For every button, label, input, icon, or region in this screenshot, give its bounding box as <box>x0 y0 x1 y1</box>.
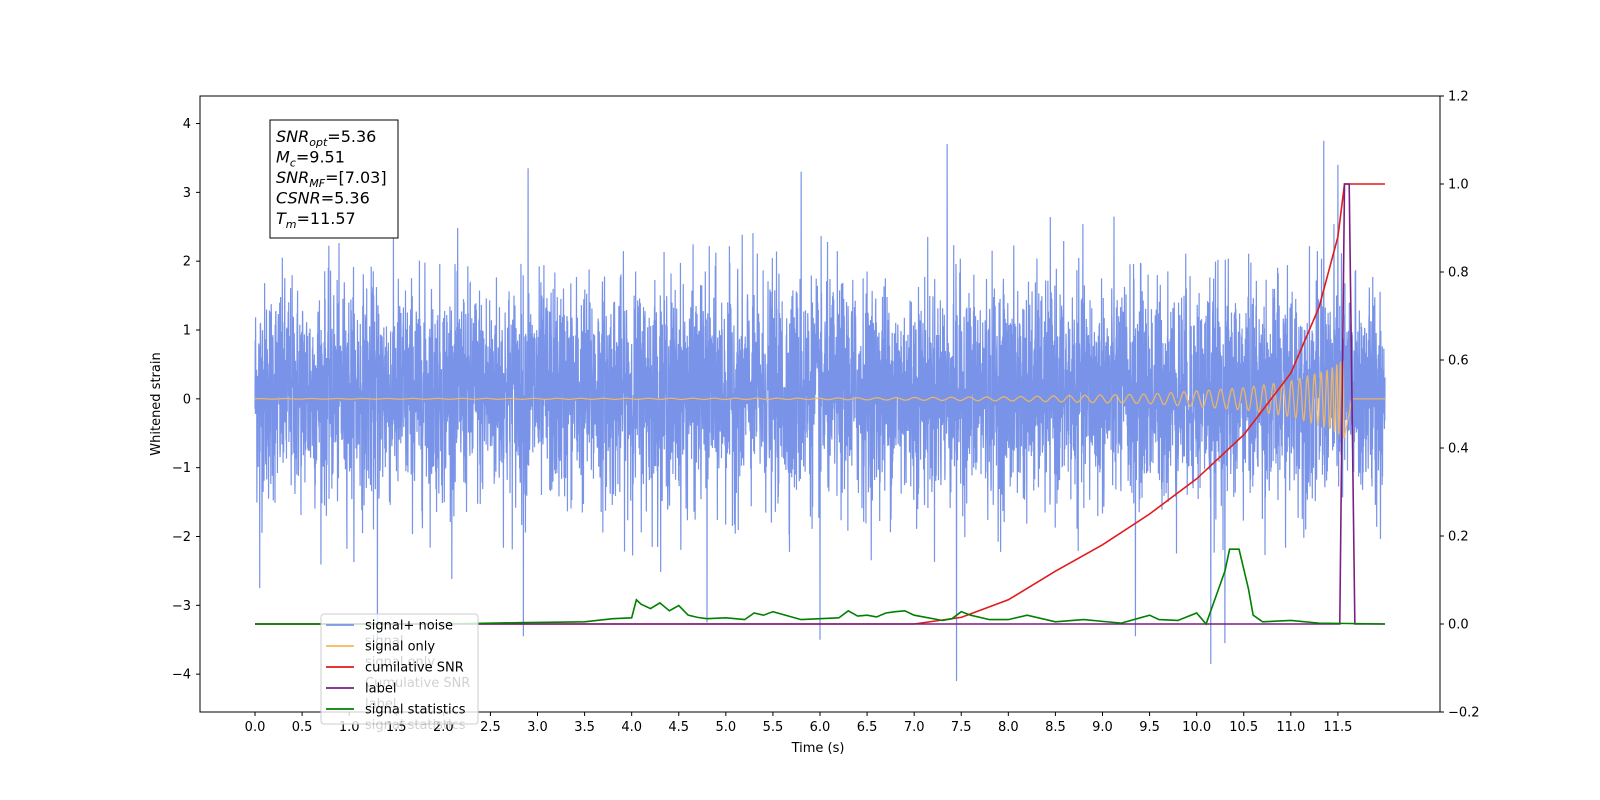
x-tick-label: 11.0 <box>1276 720 1305 735</box>
legend-label: cumilative SNR <box>365 661 464 676</box>
y-tick-label: 0 <box>183 392 191 407</box>
info-line: CSNR=5.36 <box>276 189 370 208</box>
info-line: Mc=9.51 <box>276 148 345 170</box>
x-axis-title: Time (s) <box>791 741 845 756</box>
legend-label: signal statistics <box>365 703 466 718</box>
legend-frame <box>320 613 479 725</box>
info-line: SNRopt=5.36 <box>276 127 376 149</box>
x-tick-label: 7.0 <box>904 720 925 735</box>
x-tick-label: 6.0 <box>810 720 831 735</box>
y2-tick-label: 0.6 <box>1448 354 1469 369</box>
legend-ghost-label: label <box>365 697 396 712</box>
y-tick-label: −4 <box>172 668 191 683</box>
info-line: SNRMF=[7.03] <box>276 168 387 190</box>
y-tick-label: 4 <box>183 117 191 132</box>
x-tick-label: 4.5 <box>668 720 689 735</box>
x-tick-label: 9.5 <box>1139 720 1160 735</box>
series-signal-statistics <box>255 548 1385 626</box>
y2-tick-label: 0.2 <box>1448 530 1469 545</box>
info-box-frame <box>269 119 399 239</box>
x-tick-label: 0.0 <box>245 720 266 735</box>
series-signal-noise <box>254 140 1386 682</box>
y2-tick-label: 0.4 <box>1448 442 1469 457</box>
x-tick-label: 4.0 <box>621 720 642 735</box>
info-box: SNRopt=5.36Mc=9.51SNRMF=[7.03]CSNR=5.36T… <box>269 119 399 239</box>
y2-tick-label: 1.2 <box>1448 90 1469 105</box>
y-tick-label: −1 <box>172 461 191 476</box>
x-tick-label: 9.0 <box>1092 720 1113 735</box>
legend-label: signal only <box>365 640 435 655</box>
x-tick-label: 7.5 <box>951 720 972 735</box>
x-tick-label: 8.5 <box>1045 720 1066 735</box>
info-line: Tm=11.57 <box>276 209 356 231</box>
x-axis: 0.0 0.5 1.0 1.5 2.0 2.5 3.0 3.5 4.0 4.5 5.0 5.5 6.0 6… <box>245 712 1352 735</box>
x-tick-label: 5.5 <box>763 720 784 735</box>
legend-label: signal+ noise <box>365 619 453 634</box>
y2-tick-label: 1.0 <box>1448 178 1469 193</box>
y-tick-label: 1 <box>183 324 191 339</box>
x-tick-label: 0.5 <box>292 720 313 735</box>
x-tick-label: 11.5 <box>1323 720 1352 735</box>
y-axis-left: −4 −3 −2 −1 0 1 2 3 4 <box>172 117 200 683</box>
plot-area <box>254 140 1386 682</box>
x-tick-label: 10.0 <box>1182 720 1211 735</box>
x-tick-label: 5.0 <box>715 720 736 735</box>
y2-tick-label: 0.8 <box>1448 266 1469 281</box>
x-tick-label: 10.5 <box>1229 720 1258 735</box>
y-tick-label: −3 <box>172 599 191 614</box>
legend-ghost-label: signal statistics <box>365 718 466 733</box>
legend-ghost-label: signal <box>365 634 403 649</box>
x-tick-label: 3.0 <box>527 720 548 735</box>
y-axis-title: Whitened strain <box>149 352 164 455</box>
series-signal-only <box>254 359 1385 439</box>
legend-label: label <box>365 682 396 697</box>
x-tick-label: 6.5 <box>857 720 878 735</box>
x-tick-label: 8.0 <box>998 720 1019 735</box>
y-tick-label: −2 <box>172 530 191 545</box>
legend-ghost-label: Cumulative SNR <box>365 676 470 691</box>
y2-tick-label: 0.0 <box>1448 618 1469 633</box>
y2-tick-label: −0.2 <box>1448 706 1480 721</box>
x-tick-label: 2.5 <box>480 720 501 735</box>
y-tick-label: 3 <box>183 186 191 201</box>
legend-ghost-label: signal only <box>365 655 435 670</box>
x-tick-label: 3.5 <box>574 720 595 735</box>
y-axis-right: −0.2 0.0 0.2 0.4 0.6 0.8 1.0 1.2 <box>1440 90 1480 721</box>
y-tick-label: 2 <box>183 255 191 270</box>
